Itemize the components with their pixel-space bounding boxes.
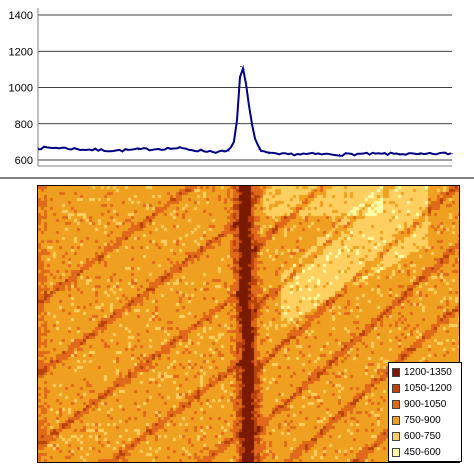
profile-data-point xyxy=(451,152,453,155)
profile-data-point xyxy=(298,153,300,155)
legend-label-600-750: 600-750 xyxy=(404,430,441,442)
legend-swatch-1050-1200 xyxy=(392,383,400,393)
profile-data-point xyxy=(157,148,160,150)
profile-series-points xyxy=(37,66,453,156)
legend-label-1050-1200: 1050-1200 xyxy=(404,382,452,394)
profile-series-line xyxy=(37,64,452,157)
legend-item-750-900: 750-900 xyxy=(392,413,441,427)
profile-data-point xyxy=(117,149,119,152)
profile-data-point xyxy=(248,105,250,107)
profile-data-point xyxy=(399,153,401,155)
legend-item-600-750: 600-750 xyxy=(392,429,441,443)
legend-label-750-900: 750-900 xyxy=(404,414,441,426)
legend-item-1200-1350: 1200-1350 xyxy=(392,365,452,379)
profile-data-point xyxy=(268,153,270,155)
profile-data-point xyxy=(439,152,441,155)
profile-data-point xyxy=(228,150,230,152)
legend-swatch-600-750 xyxy=(392,431,400,441)
profile-data-point xyxy=(379,153,381,155)
profile-data-point xyxy=(233,141,235,143)
y-gridlines xyxy=(38,14,452,161)
profile-data-point xyxy=(137,148,140,151)
y-tick-label: 1000 xyxy=(9,83,33,95)
legend-item-1050-1200: 1050-1200 xyxy=(392,381,452,395)
profile-data-point xyxy=(218,151,220,153)
profile-data-point xyxy=(253,135,255,138)
y-tick-label: 800 xyxy=(15,119,33,131)
profile-data-point xyxy=(37,147,39,149)
profile-data-point xyxy=(236,119,238,121)
profile-data-point xyxy=(198,149,200,152)
profile-data-point xyxy=(97,149,99,151)
profile-data-point xyxy=(77,148,79,150)
heatmap-legend: 1200-1350 1050-1200 900-1050 750-900 600… xyxy=(388,362,462,462)
profile-data-point xyxy=(240,66,242,68)
profile-data-point xyxy=(278,153,280,156)
legend-label-900-1050: 900-1050 xyxy=(404,398,447,410)
profile-data-point xyxy=(358,153,361,155)
profile-data-point xyxy=(419,153,421,156)
y-tick-labels: 1400 1200 1000 800 600 xyxy=(9,10,33,167)
legend-swatch-450-600 xyxy=(392,447,400,457)
legend-swatch-750-900 xyxy=(392,415,400,425)
y-tick-label: 1400 xyxy=(9,10,33,22)
legend-item-900-1050: 900-1050 xyxy=(392,397,446,411)
y-tick-label: 600 xyxy=(15,155,33,167)
legend-label-450-600: 450-600 xyxy=(404,446,441,458)
profile-data-point xyxy=(57,147,59,149)
profile-data-point xyxy=(243,68,245,70)
profile-data-point xyxy=(238,86,240,89)
profile-data-point xyxy=(223,151,225,153)
profile-line-chart: 1400 1200 1000 800 600 xyxy=(0,8,474,179)
legend-item-450-600: 450-600 xyxy=(392,445,441,459)
legend-swatch-1200-1350 xyxy=(392,367,400,377)
y-tick-label: 1200 xyxy=(9,46,33,58)
profile-data-point xyxy=(258,148,260,150)
profile-data-point xyxy=(178,147,180,149)
legend-label-1200-1350: 1200-1350 xyxy=(404,366,452,378)
profile-data-point xyxy=(318,153,320,155)
profile-data-point xyxy=(338,153,341,156)
legend-swatch-900-1050 xyxy=(392,399,400,409)
